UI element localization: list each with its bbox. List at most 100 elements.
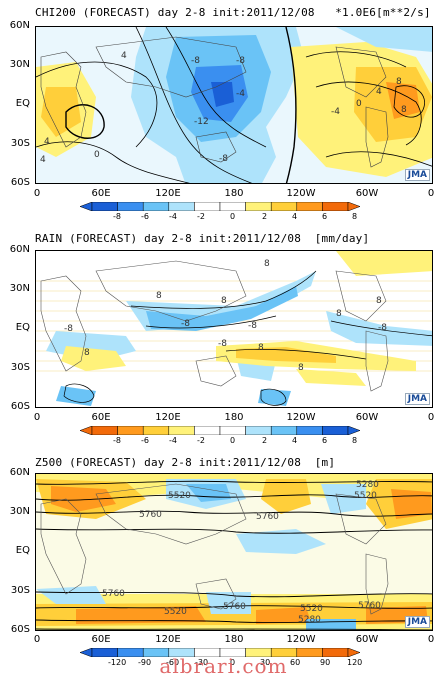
colorbar-tick: -90 bbox=[138, 658, 152, 667]
colorbar-tick: -120 bbox=[108, 658, 127, 667]
colorbar-swatch bbox=[194, 426, 221, 435]
jma-logo: JMA bbox=[404, 393, 430, 405]
y-label: 60S bbox=[10, 401, 30, 412]
colorbar-tick: 4 bbox=[292, 212, 298, 221]
colorbar-tick: 0 bbox=[230, 658, 236, 667]
colorbar-tick: -6 bbox=[141, 212, 149, 221]
contour-label: -4 bbox=[236, 89, 245, 99]
contour-label: 5760 bbox=[139, 510, 162, 520]
watermark: albrari.com bbox=[159, 654, 288, 678]
colorbar-swatch bbox=[194, 202, 221, 211]
contour-label: 8 bbox=[221, 296, 227, 306]
y-label: 30N bbox=[9, 59, 30, 70]
colorbar-tick: -8 bbox=[113, 436, 121, 445]
contour-label: 8 bbox=[156, 291, 162, 301]
x-label: 60W bbox=[355, 412, 379, 423]
contour-label: 8 bbox=[336, 309, 342, 319]
colorbar-tick: 8 bbox=[352, 436, 358, 445]
colorbar-tick: 60 bbox=[290, 658, 301, 667]
colorbar-tick: -4 bbox=[169, 436, 177, 445]
y-label: 30S bbox=[10, 585, 30, 596]
colorbar-swatch bbox=[245, 426, 272, 435]
rain-field bbox=[36, 251, 432, 407]
contour-label: 5520 bbox=[354, 491, 377, 501]
x-label: 120E bbox=[155, 412, 181, 423]
colorbar-tick: -4 bbox=[169, 212, 177, 221]
x-label: 120W bbox=[286, 634, 316, 645]
contour-label: 5280 bbox=[356, 480, 379, 490]
contour-label: 5520 bbox=[300, 604, 323, 614]
colorbar-tip bbox=[347, 426, 360, 435]
colorbar-swatch bbox=[270, 426, 298, 435]
y-label: EQ bbox=[15, 322, 30, 333]
contour-label: -8 bbox=[191, 56, 200, 66]
contour-label: -8 bbox=[181, 319, 190, 329]
x-label: 0 bbox=[33, 188, 41, 199]
contour-label: 4 bbox=[44, 137, 50, 147]
colorbar-tick: 6 bbox=[322, 436, 328, 445]
colorbar bbox=[80, 648, 360, 657]
x-label: 120E bbox=[155, 634, 181, 645]
x-label: 180 bbox=[224, 412, 244, 423]
colorbar bbox=[80, 426, 360, 435]
contour-label: -8 bbox=[219, 154, 228, 164]
y-label: 60S bbox=[10, 624, 30, 635]
panel-title: CHI200 (FORECAST) day 2-8 init:2011/12/0… bbox=[35, 6, 431, 19]
x-label: 180 bbox=[224, 634, 244, 645]
y-label: 30N bbox=[9, 283, 30, 294]
colorbar-tick: 120 bbox=[347, 658, 363, 667]
y-label: 60N bbox=[9, 244, 30, 255]
contour-label: -8 bbox=[248, 321, 257, 331]
y-label: EQ bbox=[15, 545, 30, 556]
colorbar-tick: 2 bbox=[262, 436, 268, 445]
panel-title: RAIN (FORECAST) day 2-8 init:2011/12/08 … bbox=[35, 232, 370, 245]
contour-label: 5760 bbox=[223, 602, 246, 612]
contour-label: 0 bbox=[356, 99, 362, 109]
y-label: 60N bbox=[9, 467, 30, 478]
x-label: 180 bbox=[224, 188, 244, 199]
x-label: 60W bbox=[355, 634, 379, 645]
colorbar-swatches bbox=[80, 648, 360, 657]
x-label: 0 bbox=[427, 412, 435, 423]
colorbar-tick: 90 bbox=[320, 658, 331, 667]
colorbar-swatch bbox=[219, 426, 246, 435]
contour-label: -8 bbox=[218, 339, 227, 349]
colorbar-swatch bbox=[117, 202, 144, 211]
contour-label: 4 bbox=[121, 51, 127, 61]
colorbar-tick: -2 bbox=[197, 212, 205, 221]
y-label: 30S bbox=[10, 138, 30, 149]
colorbar-swatch bbox=[245, 202, 272, 211]
colorbar-swatch bbox=[117, 426, 144, 435]
y-label: EQ bbox=[15, 98, 30, 109]
y-label: 60N bbox=[9, 20, 30, 31]
colorbar-tick: -30 bbox=[195, 658, 209, 667]
x-label: 120W bbox=[286, 188, 316, 199]
chi200-field bbox=[36, 27, 432, 183]
contour-label: 8 bbox=[401, 105, 407, 115]
colorbar-swatch bbox=[296, 426, 323, 435]
contour-label: 8 bbox=[258, 343, 264, 353]
jma-logo: JMA bbox=[404, 616, 430, 628]
contour-label: 4 bbox=[40, 155, 46, 165]
x-label: 0 bbox=[427, 634, 435, 645]
colorbar-swatch bbox=[142, 426, 170, 435]
contour-label: -12 bbox=[194, 117, 209, 127]
y-label: 30N bbox=[9, 506, 30, 517]
colorbar-swatches bbox=[80, 426, 360, 435]
contour-label: 4 bbox=[376, 87, 382, 97]
x-label: 120W bbox=[286, 412, 316, 423]
contour-label: 8 bbox=[396, 77, 402, 87]
colorbar-tick: 2 bbox=[262, 212, 268, 221]
colorbar-swatch bbox=[322, 426, 349, 435]
colorbar-tick: -6 bbox=[141, 436, 149, 445]
colorbar-tip bbox=[347, 648, 360, 657]
x-label: 60E bbox=[91, 188, 111, 199]
colorbar-swatch bbox=[296, 202, 323, 211]
colorbar-tick: 8 bbox=[352, 212, 358, 221]
contour-label: 8 bbox=[376, 296, 382, 306]
colorbar-tick: 6 bbox=[322, 212, 328, 221]
contour-label: 8 bbox=[298, 363, 304, 373]
colorbar-swatch bbox=[168, 202, 195, 211]
contour-label: 5520 bbox=[168, 491, 191, 501]
contour-label: 5280 bbox=[298, 615, 321, 625]
